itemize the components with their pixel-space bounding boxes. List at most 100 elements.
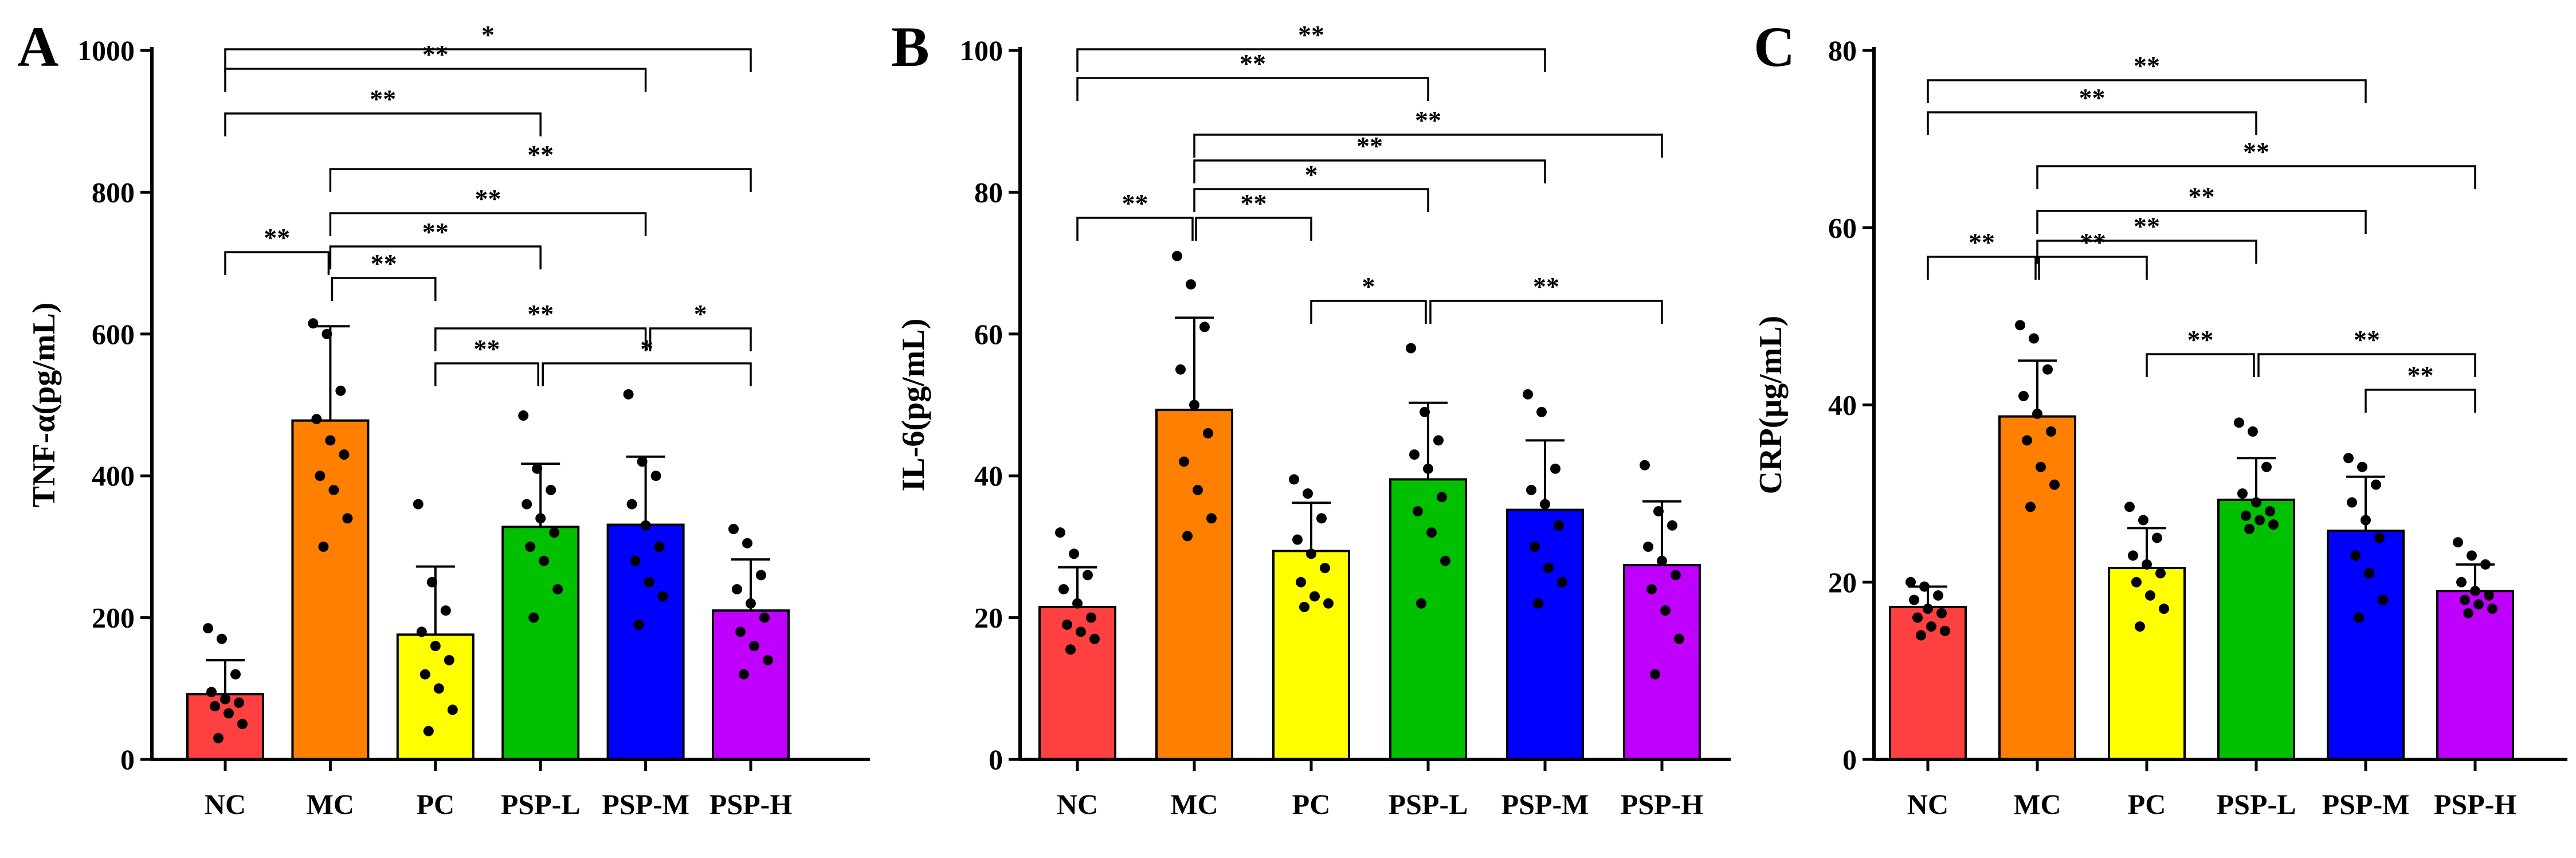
bar-psp-l: [501, 526, 580, 761]
data-point: [1660, 605, 1671, 616]
data-point: [325, 435, 336, 446]
data-point: [1406, 343, 1416, 354]
significance-label: *: [1362, 272, 1375, 301]
y-tick-label: 20: [1828, 566, 1857, 598]
data-point: [1316, 513, 1327, 524]
data-point: [1550, 463, 1561, 474]
significance-bracket: [1310, 300, 1427, 324]
x-tick-label: NC: [205, 788, 246, 820]
data-point: [2159, 604, 2169, 614]
significance-label: **: [371, 249, 397, 278]
significance-label: **: [1298, 20, 1324, 49]
data-point: [1530, 541, 1540, 552]
significance-bracket: [329, 168, 752, 192]
significance-label: **: [1969, 228, 1995, 257]
data-point: [633, 619, 644, 630]
data-point: [657, 591, 668, 602]
significance-label: *: [694, 299, 707, 328]
data-point: [1523, 389, 1533, 399]
data-point: [1437, 492, 1447, 503]
data-point: [1420, 406, 1430, 417]
data-point: [2343, 453, 2354, 464]
data-point: [2361, 515, 2371, 526]
x-tick-label: MC: [2013, 788, 2061, 820]
y-tick-label: 60: [1828, 211, 1857, 244]
data-point: [318, 541, 329, 552]
significance-bracket: [1076, 77, 1429, 101]
data-point: [1292, 534, 1303, 545]
significance-label: **: [1415, 105, 1441, 135]
significance-bracket: [2365, 389, 2476, 413]
x-tick-label: PSP-L: [2217, 788, 2296, 820]
data-point: [1940, 625, 1950, 636]
data-point: [1323, 598, 1334, 609]
data-point: [430, 641, 441, 652]
data-point: [2046, 426, 2056, 437]
data-point: [1416, 598, 1426, 609]
data-point: [213, 732, 224, 743]
chart-panel-b: B IL-6(pg/mL) 0 20 40 60 80 100 NC MC PC PSP-L PSP-M…: [891, 15, 1731, 820]
data-point: [2049, 479, 2060, 490]
data-point: [2135, 621, 2145, 632]
y-tick-label: 0: [120, 743, 135, 775]
data-point: [342, 513, 353, 524]
data-point: [626, 499, 637, 510]
data-point: [237, 719, 248, 730]
data-point: [1433, 435, 1444, 446]
y-tick-label: 1000: [77, 34, 135, 66]
data-point: [644, 577, 654, 587]
data-point: [1667, 520, 1677, 531]
significance-label: *: [1305, 160, 1318, 189]
significance-label: **: [2080, 228, 2106, 257]
significance-bracket: [329, 212, 647, 236]
y-tick-label: 40: [974, 460, 1003, 492]
bar-pc: [1272, 550, 1350, 761]
y-tick-label: 0: [1842, 743, 1857, 775]
data-point: [1296, 577, 1306, 587]
data-point: [2265, 506, 2275, 517]
data-point: [426, 577, 437, 587]
data-point: [630, 555, 641, 566]
significance-label: **: [474, 334, 500, 363]
data-point: [311, 414, 322, 425]
x-tick-label: PSP-L: [1389, 788, 1468, 820]
data-point: [1543, 563, 1554, 574]
bar-pc: [2108, 567, 2186, 761]
data-point: [539, 555, 550, 566]
data-point: [224, 708, 234, 719]
chart-panel-a: A TNF-α(pg/mL) 0 200 400 600 800 1000 NC MC PC PSP-…: [17, 15, 870, 820]
data-point: [2261, 461, 2272, 472]
y-axis-label: CRP(μg/mL): [1753, 316, 1789, 495]
y-tick-label: 80: [974, 176, 1003, 208]
bar-mc: [1155, 409, 1233, 761]
significance-bracket: [1927, 111, 2257, 135]
data-point: [623, 389, 634, 399]
significance-label: **: [475, 184, 501, 213]
bar-psp-h: [1623, 564, 1701, 761]
data-point: [742, 538, 752, 549]
significance-bracket: [1076, 48, 1546, 72]
data-point: [739, 669, 749, 680]
significance-bracket: [542, 362, 752, 386]
data-point: [230, 669, 241, 680]
data-point: [416, 626, 427, 637]
y-tick-label: 600: [92, 318, 135, 350]
significance-label: **: [422, 217, 449, 246]
data-point: [1083, 570, 1093, 581]
significance-bracket: [1193, 159, 1546, 183]
data-point: [1189, 399, 1199, 410]
data-point: [2470, 586, 2480, 597]
x-tick-label: NC: [1907, 788, 1948, 820]
significance-label: **: [1356, 131, 1383, 160]
data-point: [759, 612, 770, 623]
data-point: [2487, 604, 2497, 614]
data-point: [1069, 549, 1079, 559]
x-tick-label: PSP-L: [501, 788, 581, 820]
significance-bracket: [1193, 134, 1663, 158]
significance-label: **: [2189, 182, 2215, 211]
data-point: [2350, 550, 2361, 561]
data-point: [2022, 435, 2032, 446]
data-point: [1440, 555, 1450, 566]
bar-psp-m: [606, 523, 685, 761]
